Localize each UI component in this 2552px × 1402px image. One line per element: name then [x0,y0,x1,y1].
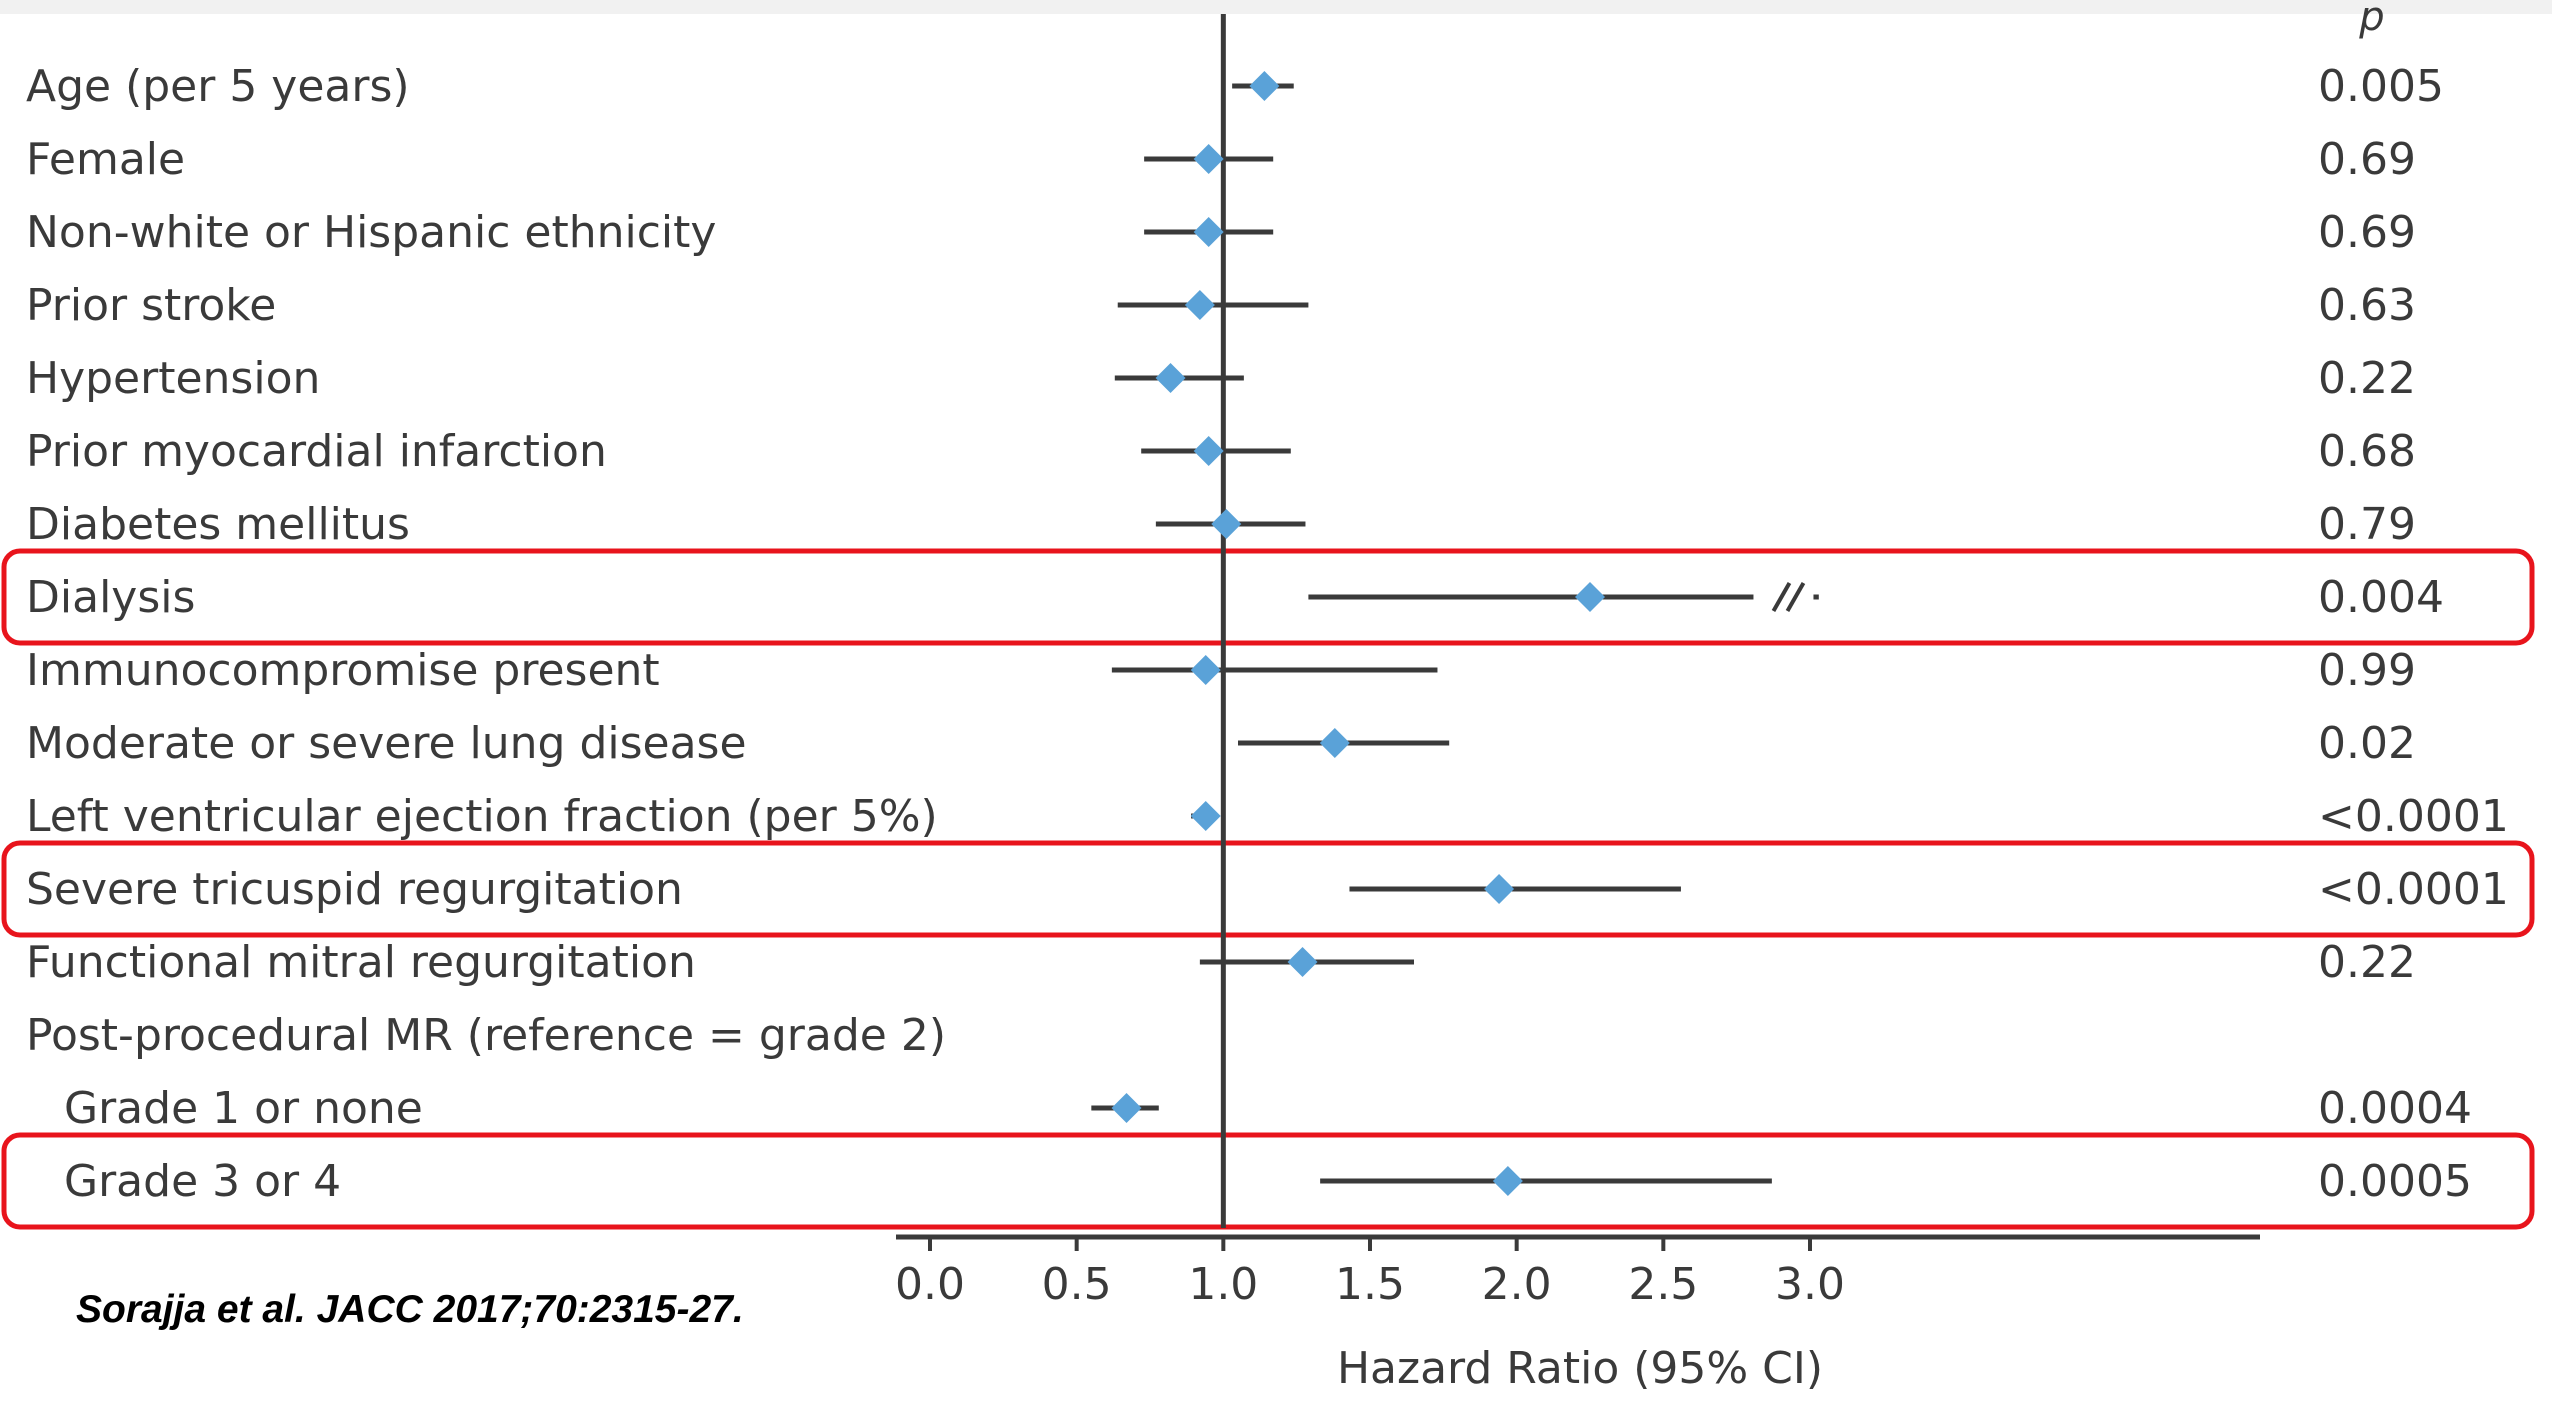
top-band [0,0,2552,14]
hr-marker-grade-1-or-none [1111,1093,1142,1123]
x-tick-label-0.0: 0.0 [895,1259,965,1310]
hr-marker-severe-tricuspid-regurgitation [1484,874,1515,904]
highlight-box-dialysis [1,548,2535,646]
row-label-hypertension: Hypertension [26,353,320,404]
row-label-left-ventricular-ejection-fraction-per-5: Left ventricular ejection fraction (per … [26,791,938,842]
x-tick-label-2.0: 2.0 [1482,1259,1552,1310]
x-axis-title: Hazard Ratio (95% CI) [1337,1343,1823,1394]
row-label-functional-mitral-regurgitation: Functional mitral regurgitation [26,937,696,988]
p-value-severe-tricuspid-regurgitation: <0.0001 [2318,864,2509,915]
p-value-prior-stroke: 0.63 [2318,280,2416,331]
p-value-hypertension: 0.22 [2318,353,2416,404]
p-value-female: 0.69 [2318,134,2416,185]
row-label-grade-1-or-none: Grade 1 or none [64,1083,423,1134]
rows-layer: Age (per 5 years) 0.005 Female 0.69 Non-whit… [26,61,2509,1207]
row-label-age-per-5-years: Age (per 5 years) [26,61,410,112]
p-value-prior-myocardial-infarction: 0.68 [2318,426,2416,477]
hr-marker-grade-3-or-4 [1492,1166,1523,1196]
p-value-age-per-5-years: 0.005 [2318,61,2444,112]
p-value-moderate-or-severe-lung-disease: 0.02 [2318,718,2416,769]
p-value-immunocompromise-present: 0.99 [2318,645,2416,696]
hr-marker-hypertension [1155,363,1186,393]
axis-break-mark-1 [1771,582,1792,612]
x-axis: 0.0 0.5 1.0 1.5 2.0 2.5 3.0 [895,1234,2260,1310]
hr-marker-moderate-or-severe-lung-disease [1319,728,1350,758]
row-label-diabetes-mellitus: Diabetes mellitus [26,499,410,550]
highlight-box-grade-3-or-4 [1,1132,2535,1230]
p-value-dialysis: 0.004 [2318,572,2444,623]
x-tick-label-3.0: 3.0 [1775,1259,1845,1310]
highlight-layer [1,548,2535,1230]
hr-marker-prior-myocardial-infarction [1193,436,1224,466]
p-value-header: p [2358,0,2384,40]
x-tick-label-0.5: 0.5 [1042,1259,1112,1310]
citation: Sorajja et al. JACC 2017;70:2315-27. [76,1288,744,1331]
hr-marker-immunocompromise-present [1190,655,1221,685]
hr-marker-diabetes-mellitus [1211,509,1242,539]
p-value-diabetes-mellitus: 0.79 [2318,499,2416,550]
row-label-moderate-or-severe-lung-disease: Moderate or severe lung disease [26,718,747,769]
hr-marker-functional-mitral-regurgitation [1287,947,1318,977]
row-label-severe-tricuspid-regurgitation: Severe tricuspid regurgitation [26,864,683,915]
row-label-female: Female [26,134,185,185]
row-label-dialysis: Dialysis [26,572,195,623]
row-label-non-white-or-hispanic-ethnicity: Non-white or Hispanic ethnicity [26,207,716,258]
p-value-functional-mitral-regurgitation: 0.22 [2318,937,2416,988]
hr-marker-prior-stroke [1184,290,1215,320]
x-tick-label-1.0: 1.0 [1188,1259,1258,1310]
p-value-left-ventricular-ejection-fraction-per-5: <0.0001 [2318,791,2509,842]
row-label-prior-stroke: Prior stroke [26,280,276,331]
axis-break-mark-2 [1785,582,1806,612]
hr-marker-age-per-5-years [1249,71,1280,101]
p-value-grade-3-or-4: 0.0005 [2318,1156,2472,1207]
hr-marker-left-ventricular-ejection-fraction-per-5 [1190,801,1221,831]
hr-marker-dialysis [1575,582,1605,612]
x-tick-label-2.5: 2.5 [1628,1259,1698,1310]
x-tick-label-1.5: 1.5 [1335,1259,1405,1310]
hr-marker-female [1193,144,1224,174]
hr-marker-non-white-or-hispanic-ethnicity [1193,217,1224,247]
row-label-immunocompromise-present: Immunocompromise present [26,645,660,696]
row-label-post-procedural-mr-reference-grade-2: Post-procedural MR (reference = grade 2) [26,1010,946,1061]
row-label-prior-myocardial-infarction: Prior myocardial infarction [26,426,607,477]
p-value-non-white-or-hispanic-ethnicity: 0.69 [2318,207,2416,258]
highlight-box-severe-tricuspid-regurgitation [1,840,2535,938]
row-label-grade-3-or-4: Grade 3 or 4 [64,1156,341,1207]
p-value-grade-1-or-none: 0.0004 [2318,1083,2472,1134]
